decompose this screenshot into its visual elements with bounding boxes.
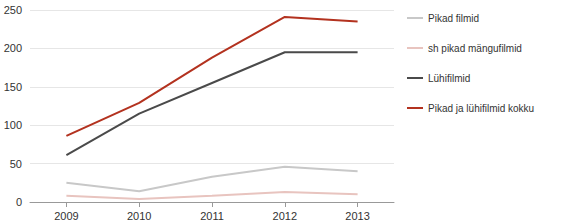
svg-text:2012: 2012 — [273, 210, 297, 222]
svg-text:sh pikad mängufilmid: sh pikad mängufilmid — [428, 43, 522, 54]
svg-text:Pikad ja lühifilmid kokku: Pikad ja lühifilmid kokku — [428, 103, 534, 114]
svg-text:150: 150 — [4, 81, 22, 93]
svg-text:100: 100 — [4, 119, 22, 131]
svg-text:2010: 2010 — [127, 210, 151, 222]
svg-text:2011: 2011 — [200, 210, 224, 222]
svg-text:Lühifilmid: Lühifilmid — [428, 73, 470, 84]
svg-text:250: 250 — [4, 4, 22, 16]
svg-text:0: 0 — [16, 196, 22, 208]
svg-text:50: 50 — [10, 158, 22, 170]
svg-text:Pikad filmid: Pikad filmid — [428, 13, 479, 24]
svg-text:2009: 2009 — [54, 210, 78, 222]
svg-text:2013: 2013 — [345, 210, 369, 222]
svg-text:200: 200 — [4, 42, 22, 54]
